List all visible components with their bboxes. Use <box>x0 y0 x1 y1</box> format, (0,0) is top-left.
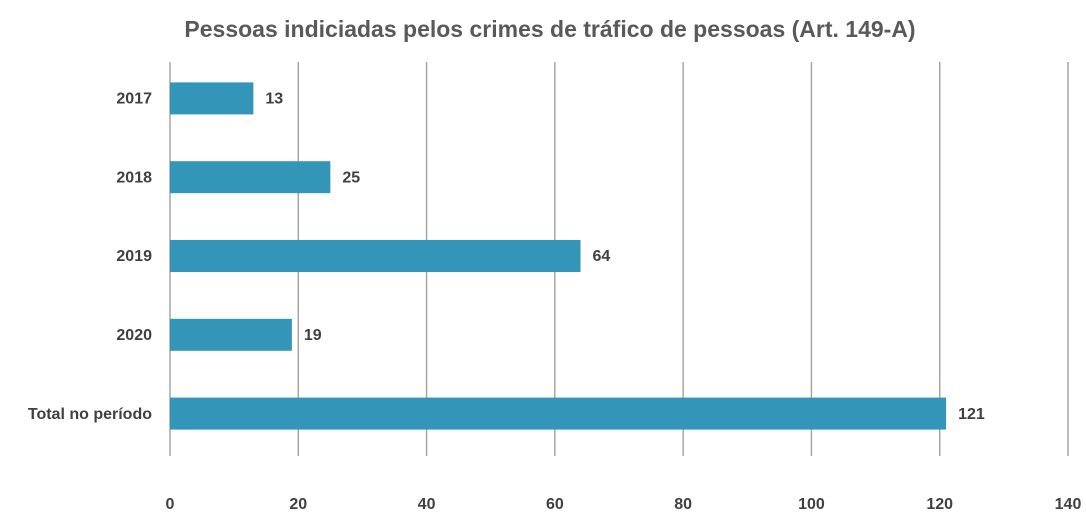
bar <box>170 240 581 272</box>
data-label: 64 <box>593 248 611 265</box>
chart-title: Pessoas indiciadas pelos crimes de tráfi… <box>184 16 915 42</box>
x-tick-label: 80 <box>674 496 692 513</box>
data-label: 25 <box>342 169 360 186</box>
data-label: 19 <box>304 327 322 344</box>
y-tick-label: 2017 <box>116 91 152 108</box>
x-tick-label: 0 <box>166 496 175 513</box>
y-tick-label: 2018 <box>116 169 152 186</box>
data-label: 121 <box>958 406 985 423</box>
y-tick-label: 2020 <box>116 327 152 344</box>
bar <box>170 161 331 194</box>
bar <box>170 82 254 115</box>
bar <box>170 318 292 351</box>
y-tick-label: Total no período <box>28 406 152 423</box>
x-tick-label: 120 <box>926 496 953 513</box>
x-tick-label: 140 <box>1055 496 1082 513</box>
x-tick-label: 100 <box>798 496 825 513</box>
x-tick-label: 40 <box>418 496 436 513</box>
x-tick-label: 20 <box>289 496 307 513</box>
bar <box>170 397 947 430</box>
data-label: 13 <box>265 91 283 108</box>
y-tick-label: 2019 <box>116 248 152 265</box>
x-tick-label: 60 <box>546 496 564 513</box>
